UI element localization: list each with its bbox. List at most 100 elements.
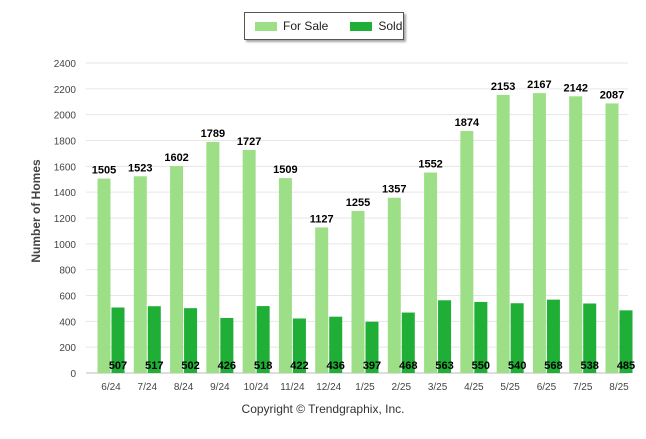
x-tick-label: 7/25 <box>573 382 593 393</box>
bar-sold <box>184 308 198 373</box>
x-tick-label: 12/24 <box>316 382 341 393</box>
data-label-sold: 517 <box>145 360 163 372</box>
bar-sold <box>292 318 306 373</box>
copyright-credit: Copyright © Trendgraphix, Inc. <box>241 402 405 416</box>
bar-sold <box>329 316 343 373</box>
bar-sold <box>220 317 234 373</box>
x-tick-label: 6/24 <box>101 382 121 393</box>
bar-sold <box>510 303 524 373</box>
x-axis-ticks: 6/24 7/24 8/24 9/24 10/24 11/24 12/24 1/25 2/25 3… <box>101 382 629 393</box>
data-label-for-sale: 1357 <box>382 184 406 196</box>
legend-label-sold: Sold <box>378 19 403 33</box>
bar-sold <box>438 300 452 373</box>
data-label-sold: 422 <box>290 360 308 372</box>
data-label-sold: 518 <box>254 360 272 372</box>
y-tick-label: 400 <box>59 317 76 328</box>
bar-sold <box>401 312 415 373</box>
bar-for-sale <box>97 178 111 373</box>
y-tick-label: 1000 <box>54 240 77 251</box>
bar-sold <box>147 306 161 373</box>
data-label-sold: 550 <box>472 360 490 372</box>
bar-sold <box>365 321 379 373</box>
bar-for-sale <box>424 172 438 373</box>
bar-for-sale <box>460 130 474 373</box>
legend-item-sold[interactable]: Sold <box>350 19 402 33</box>
x-tick-label: 8/24 <box>174 382 194 393</box>
bar-for-sale <box>133 176 147 373</box>
bar-sold <box>546 299 560 373</box>
data-label-sold: 538 <box>581 360 599 372</box>
y-axis-title: Number of Homes <box>29 159 43 263</box>
data-label-for-sale: 2142 <box>563 82 587 94</box>
y-tick-label: 200 <box>59 343 76 354</box>
data-label-sold: 436 <box>327 360 345 372</box>
data-label-for-sale: 2087 <box>600 89 624 101</box>
bar-for-sale <box>242 149 256 373</box>
y-tick-label: 1400 <box>54 188 77 199</box>
data-label-for-sale: 1552 <box>418 159 442 171</box>
data-label-for-sale: 1789 <box>201 128 225 140</box>
bars <box>97 93 633 374</box>
y-tick-label: 1200 <box>54 214 77 225</box>
data-label-sold: 568 <box>544 360 562 372</box>
data-label-for-sale: 1127 <box>310 213 334 225</box>
data-label-for-sale: 1874 <box>455 117 480 129</box>
bar-for-sale <box>315 227 329 373</box>
legend-label-for-sale: For Sale <box>283 19 329 33</box>
bar-sold <box>111 307 125 373</box>
y-tick-label: 2000 <box>54 111 77 122</box>
data-label-for-sale: 1509 <box>273 164 297 176</box>
x-tick-label: 3/25 <box>428 382 448 393</box>
data-label-sold: 563 <box>435 360 453 372</box>
x-tick-label: 4/25 <box>464 382 484 393</box>
bar-sold <box>256 306 270 373</box>
data-label-sold: 397 <box>363 360 381 372</box>
bar-for-sale <box>170 166 184 373</box>
bar-sold <box>474 301 488 373</box>
y-tick-label: 800 <box>59 266 76 277</box>
data-label-sold: 426 <box>218 360 236 372</box>
bar-sold <box>619 310 633 373</box>
x-tick-label: 11/24 <box>280 382 305 393</box>
x-tick-label: 2/25 <box>392 382 412 393</box>
data-label-for-sale: 2167 <box>527 79 551 91</box>
legend: For Sale Sold <box>244 12 404 40</box>
bar-for-sale <box>605 103 619 373</box>
data-label-sold: 507 <box>109 360 127 372</box>
legend-item-for-sale[interactable]: For Sale <box>255 19 328 33</box>
x-tick-label: 1/25 <box>355 382 375 393</box>
x-tick-label: 9/24 <box>210 382 230 393</box>
bar-for-sale <box>532 93 546 374</box>
bar-for-sale <box>569 96 583 373</box>
legend-swatch-sold <box>350 21 373 31</box>
x-tick-label: 10/24 <box>244 382 269 393</box>
x-tick-label: 7/24 <box>138 382 158 393</box>
bar-for-sale <box>206 141 220 373</box>
data-label-for-sale: 1727 <box>237 136 261 148</box>
data-labels: 1505 507 1523 517 1602 502 1789 426 1727 518 1509 4… <box>92 79 635 372</box>
y-tick-label: 2400 <box>54 59 77 70</box>
data-label-sold: 502 <box>181 360 199 372</box>
data-label-for-sale: 2153 <box>491 81 515 93</box>
data-label-for-sale: 1255 <box>346 197 370 209</box>
data-label-for-sale: 1602 <box>164 152 188 164</box>
data-label-sold: 468 <box>399 360 417 372</box>
data-label-for-sale: 1505 <box>92 165 116 177</box>
x-tick-label: 8/25 <box>609 382 629 393</box>
x-tick-label: 5/25 <box>500 382 520 393</box>
y-tick-label: 2200 <box>54 85 77 96</box>
data-label-sold: 540 <box>508 360 526 372</box>
bar-for-sale <box>278 178 292 373</box>
data-label-sold: 485 <box>617 360 635 372</box>
legend-swatch-for-sale <box>255 21 277 31</box>
y-tick-label: 0 <box>70 369 76 380</box>
bar-for-sale <box>496 94 510 373</box>
bar-for-sale <box>387 197 401 373</box>
y-tick-label: 1800 <box>54 137 77 148</box>
y-tick-label: 600 <box>59 292 76 303</box>
bar-sold <box>583 303 597 373</box>
bar-for-sale <box>351 210 365 373</box>
y-axis-ticks: 0 200 400 600 800 1000 1200 1400 1600 1800 2000 220… <box>54 59 77 380</box>
